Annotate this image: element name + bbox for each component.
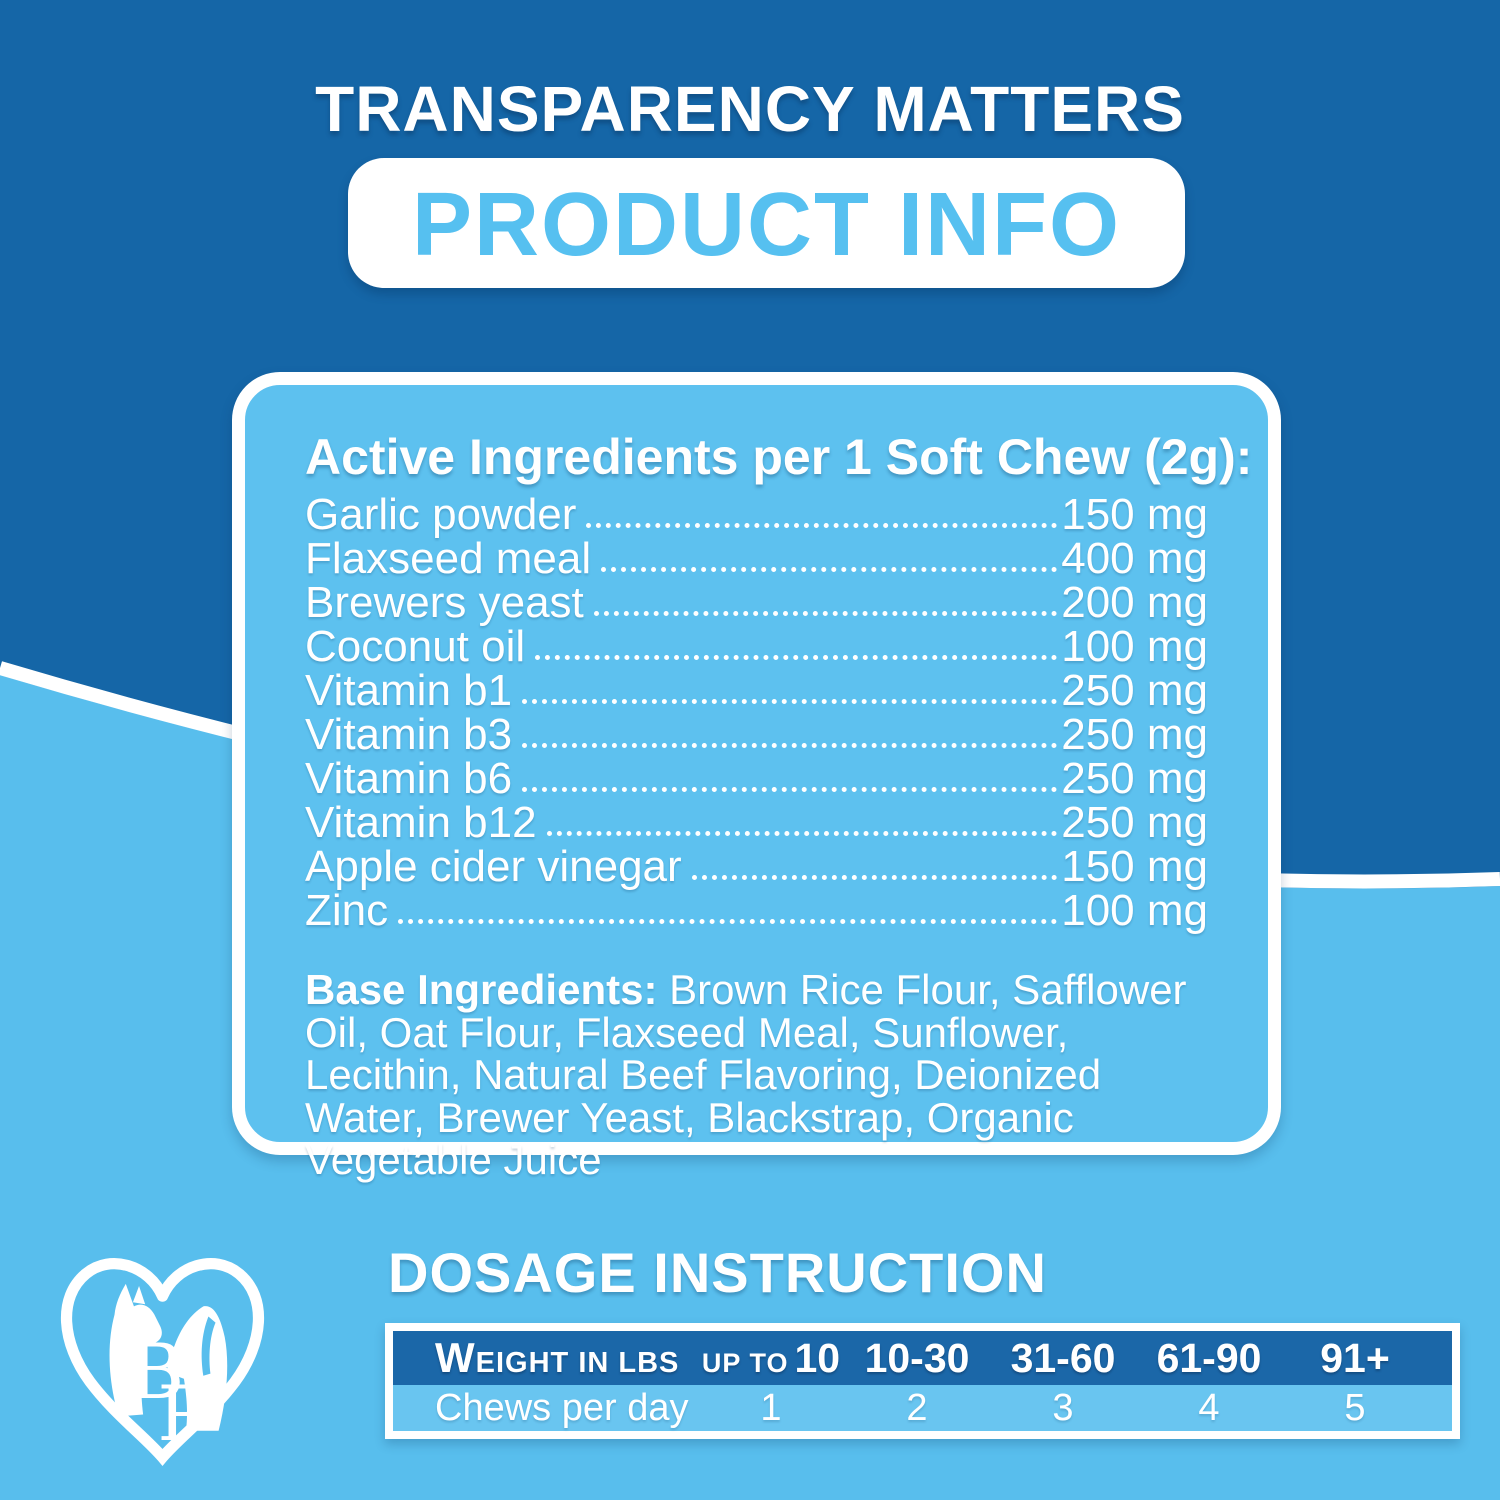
- chews-per-day-value: 5: [1344, 1386, 1366, 1429]
- ingredient-amount: 250 mg: [1061, 754, 1208, 803]
- dosage-heading: DOSAGE INSTRUCTION: [388, 1241, 1047, 1304]
- ingredient-name: Zinc: [305, 886, 389, 935]
- active-ingredients-panel: Active Ingredients per 1 Soft Chew (2g):…: [232, 372, 1281, 1181]
- weight-range-value: 91+: [1320, 1334, 1390, 1381]
- base-ingredients: Base Ingredients: Brown Rice Flour, Saff…: [305, 966, 1208, 1183]
- dosage-table-header-row: WEIGHT IN LBS UP TO 10 10-30 31-60 61-90 91+: [393, 1331, 1452, 1385]
- ingredient-name: Flaxseed meal: [305, 534, 592, 583]
- chews-per-day-value: 3: [1052, 1386, 1074, 1429]
- ingredient-row: Vitamin b1 250 mg: [305, 669, 1208, 713]
- ingredient-amount: 250 mg: [1061, 710, 1208, 759]
- dotted-leader: [593, 611, 1058, 616]
- chews-per-day-value: 4: [1198, 1386, 1220, 1429]
- ingredient-amount: 100 mg: [1061, 886, 1208, 935]
- weight-header-rest: EIGHT IN LBS: [475, 1347, 680, 1379]
- ingredient-row: Vitamin b6 250 mg: [305, 757, 1208, 801]
- dotted-leader: [601, 567, 1058, 572]
- heart-outline-icon: [61, 1258, 264, 1466]
- cat-ear-icon: [132, 1285, 146, 1305]
- ingredient-name: Vitamin b12: [305, 798, 537, 847]
- dotted-leader: [522, 743, 1058, 748]
- monogram-letter-b: B: [129, 1328, 184, 1416]
- dotted-leader: [586, 523, 1058, 528]
- ingredient-row: Coconut oil 100 mg: [305, 625, 1208, 669]
- dotted-leader: [691, 875, 1058, 880]
- dotted-leader: [546, 831, 1058, 836]
- dotted-leader: [522, 787, 1058, 792]
- ingredient-name: Brewers yeast: [305, 578, 584, 627]
- dosage-table-body-row: Chews per day 1 2 3 4 5: [393, 1385, 1452, 1431]
- page-title: PRODUCT INFO: [412, 175, 1121, 275]
- product-info-banner: PRODUCT INFO: [348, 158, 1185, 288]
- eyebrow-title: TRANSPARENCY MATTERS: [315, 73, 1185, 145]
- monogram-letter-p: P: [157, 1370, 208, 1458]
- ingredient-amount: 150 mg: [1061, 490, 1208, 539]
- base-ingredients-text: Brown Rice Flour, Safflower Oil, Oat Flo…: [305, 966, 1187, 1183]
- chews-per-day-value: 2: [906, 1386, 928, 1429]
- ingredient-row: Zinc 100 mg: [305, 889, 1208, 933]
- ingredient-row: Vitamin b12 250 mg: [305, 801, 1208, 845]
- weight-range-value: 10: [794, 1334, 841, 1381]
- ingredient-row: Brewers yeast 200 mg: [305, 581, 1208, 625]
- ingredients-list: Garlic powder 150 mg Flaxseed meal 400 mg Br…: [305, 493, 1208, 933]
- weight-range-value: 61-90: [1156, 1334, 1262, 1381]
- ingredient-name: Coconut oil: [305, 622, 526, 671]
- ingredient-amount: 250 mg: [1061, 798, 1208, 847]
- weight-range-value: 31-60: [1010, 1334, 1116, 1381]
- weight-range-header-cell: UP TO 10: [698, 1335, 844, 1382]
- dog-silhouette-icon: [167, 1306, 228, 1431]
- dotted-leader: [535, 655, 1058, 660]
- ingredient-row: Vitamin b3 250 mg: [305, 713, 1208, 757]
- chews-per-day-value: 1: [760, 1386, 782, 1429]
- active-ingredients-heading: Active Ingredients per 1 Soft Chew (2g):: [305, 429, 1253, 485]
- ingredient-name: Apple cider vinegar: [305, 842, 682, 891]
- ingredient-name: Vitamin b6: [305, 754, 513, 803]
- dog-ear-line: [201, 1316, 216, 1376]
- ingredient-name: Garlic powder: [305, 490, 577, 539]
- dosage-table: WEIGHT IN LBS UP TO 10 10-30 31-60 61-90 91+ …: [385, 1323, 1460, 1439]
- cat-silhouette-icon: [109, 1283, 162, 1417]
- ingredient-amount: 200 mg: [1061, 578, 1208, 627]
- weight-range-header-cell: 91+: [1282, 1335, 1428, 1382]
- ingredient-row: Flaxseed meal 400 mg: [305, 537, 1208, 581]
- dotted-leader: [398, 919, 1058, 924]
- ingredient-name: Vitamin b3: [305, 710, 513, 759]
- ingredient-name: Vitamin b1: [305, 666, 513, 715]
- weight-header-cell: WEIGHT IN LBS: [393, 1334, 698, 1382]
- weight-range-header-cell: 61-90: [1136, 1335, 1282, 1382]
- ingredient-amount: 250 mg: [1061, 666, 1208, 715]
- base-ingredients-label: Base Ingredients:: [305, 966, 658, 1013]
- weight-range-header-cell: 31-60: [990, 1335, 1136, 1382]
- chews-row-label: Chews per day: [435, 1386, 689, 1429]
- weight-range-header-cell: 10-30: [844, 1335, 990, 1382]
- ingredient-row: Garlic powder 150 mg: [305, 493, 1208, 537]
- ingredient-amount: 100 mg: [1061, 622, 1208, 671]
- dotted-leader: [522, 699, 1058, 704]
- ingredient-row: Apple cider vinegar 150 mg: [305, 845, 1208, 889]
- ingredient-amount: 400 mg: [1061, 534, 1208, 583]
- weight-range-prefix: UP TO: [701, 1347, 789, 1378]
- ingredient-amount: 150 mg: [1061, 842, 1208, 891]
- weight-range-value: 10-30: [864, 1334, 970, 1381]
- brand-logo: B P: [61, 1258, 264, 1466]
- weight-header-lead-letter: W: [435, 1334, 476, 1381]
